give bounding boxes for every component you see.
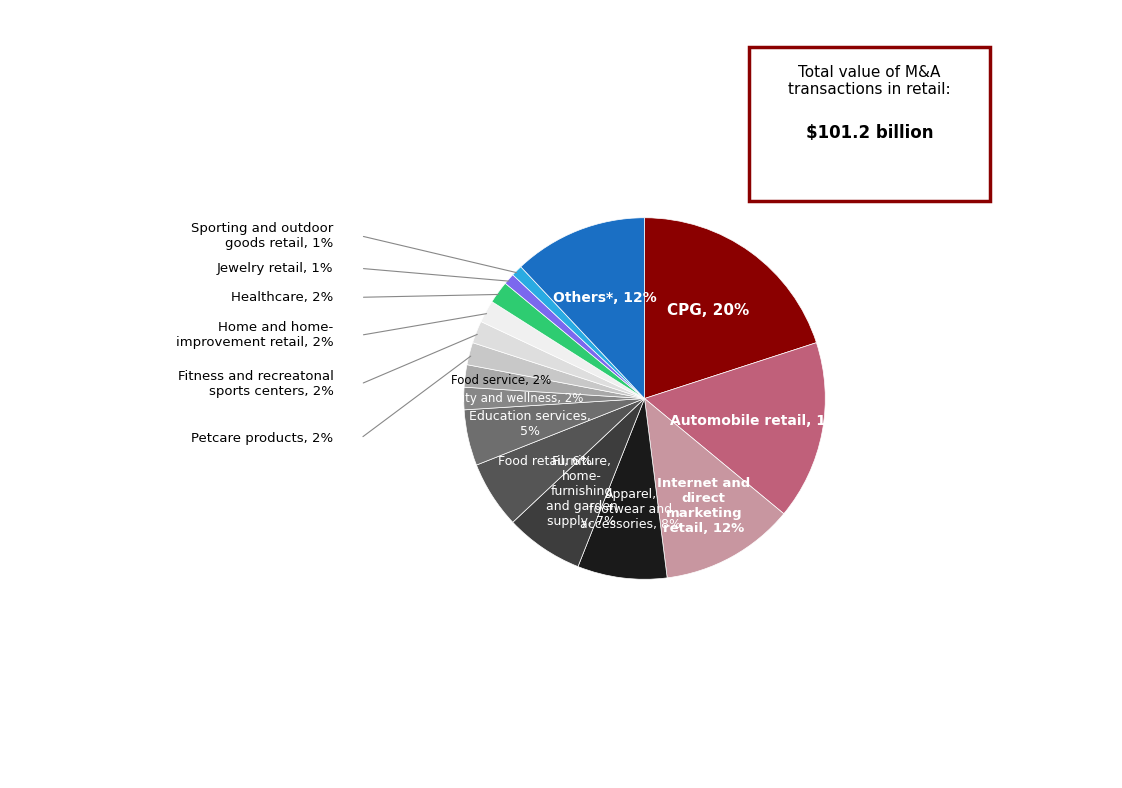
Wedge shape [491, 284, 644, 399]
Text: Jewelry retail, 1%: Jewelry retail, 1% [218, 262, 333, 275]
Wedge shape [578, 399, 668, 579]
Text: Healthcare, 2%: Healthcare, 2% [231, 291, 333, 304]
Text: CPG, 20%: CPG, 20% [668, 303, 749, 318]
Text: Petcare products, 2%: Petcare products, 2% [192, 432, 333, 444]
Wedge shape [505, 275, 644, 399]
Text: Apparel,
footwear and
accessories, 8%: Apparel, footwear and accessories, 8% [580, 489, 681, 531]
Wedge shape [477, 399, 644, 522]
Wedge shape [465, 365, 644, 399]
Text: Others*, 12%: Others*, 12% [553, 291, 656, 305]
Wedge shape [521, 217, 644, 399]
Text: Beauty and wellness, 2%: Beauty and wellness, 2% [434, 392, 583, 405]
Text: Education services,
5%: Education services, 5% [469, 410, 591, 438]
Text: Total value of M&A
transactions in retail:: Total value of M&A transactions in retai… [789, 65, 950, 97]
Text: Internet and
direct
marketing
retail, 12%: Internet and direct marketing retail, 12… [657, 478, 751, 535]
Text: Food retail, 6%: Food retail, 6% [498, 455, 592, 468]
Wedge shape [513, 267, 644, 399]
Wedge shape [472, 322, 644, 399]
Text: Home and home-
improvement retail, 2%: Home and home- improvement retail, 2% [176, 322, 333, 349]
Text: Fitness and recreatonal
sports centers, 2%: Fitness and recreatonal sports centers, … [177, 370, 333, 398]
FancyBboxPatch shape [748, 47, 990, 201]
Wedge shape [463, 387, 644, 410]
Wedge shape [644, 399, 784, 578]
Text: Automobile retail, 16%: Automobile retail, 16% [670, 414, 849, 428]
Wedge shape [513, 399, 644, 567]
Text: Furniture,
home-
furnishing
and garden
supply, 7%: Furniture, home- furnishing and garden s… [545, 455, 617, 528]
Text: $101.2 billion: $101.2 billion [806, 124, 934, 142]
Text: Sporting and outdoor
goods retail, 1%: Sporting and outdoor goods retail, 1% [192, 222, 333, 250]
Wedge shape [481, 302, 644, 399]
Wedge shape [467, 343, 644, 399]
Text: Food service, 2%: Food service, 2% [451, 374, 551, 387]
Wedge shape [644, 343, 826, 514]
Wedge shape [644, 217, 817, 399]
Wedge shape [465, 399, 644, 465]
